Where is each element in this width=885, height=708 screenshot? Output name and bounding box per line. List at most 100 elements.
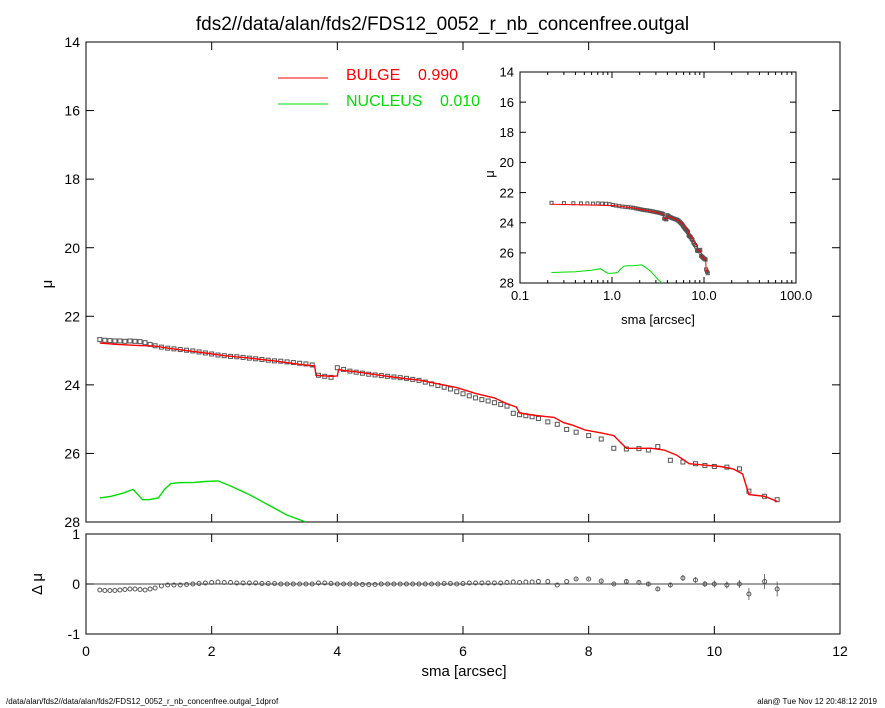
inset-x-tick-label: 0.1 [511,288,529,303]
residual-point [598,578,604,584]
residual-point [122,587,128,592]
residual-point [259,581,265,586]
residual-point [416,581,422,587]
residual-panel: 0 2 4 6 8 10 12-101 [68,526,848,659]
residual-point [284,581,290,587]
legend-bulge-value: 0.990 [418,67,458,84]
residual-point [221,580,227,585]
residual-point [422,581,428,587]
residual-point [228,580,234,585]
residual-point [177,582,183,588]
residual-point [102,588,108,593]
residual-point [564,579,570,584]
data-point [573,429,579,435]
data-point [303,361,309,367]
inset-data-point [595,201,600,206]
residual-point [680,575,686,581]
residual-point [117,587,123,593]
page-title: fds2//data/alan/fds2/FDS12_0052_r_nb_con… [195,14,690,35]
residual-point [265,581,271,586]
data-point [510,410,516,416]
main-y-tick-label: 14 [64,34,80,50]
residual-point [165,582,171,588]
data-point [429,381,435,387]
main-y-tick-label: 18 [64,171,80,187]
main-y-tick-label: 28 [64,514,80,530]
legend: BULGE 0.990 NUCLEUS 0.010 [278,67,480,110]
residual-point [196,581,202,586]
inset-x-tick-label: 1.0 [603,288,621,303]
residual-point [485,580,491,586]
residual-point [215,579,221,585]
residual-point [372,582,378,587]
residual-point [473,580,479,586]
resid-y-tick-label: -1 [68,626,81,642]
data-point [586,433,592,439]
data-point [460,391,466,397]
data-point [132,338,138,344]
residual-point [724,582,730,588]
resid-y-tick-label: 0 [72,576,80,592]
resid-x-tick-label: 8 [585,643,593,659]
residual-point [137,587,143,592]
residual-point [171,582,177,588]
resid-x-tick-label: 4 [333,643,341,659]
residual-point [184,582,190,587]
resid-x-tick-label: 6 [459,643,467,659]
data-point [736,466,742,472]
residual-point [97,587,103,593]
residual-point [746,591,752,597]
inset-series-line-bulge [551,203,709,275]
residual-point [491,580,497,586]
main-y-tick-label: 26 [64,445,80,461]
residual-point [309,581,315,587]
data-point [102,337,108,343]
inset-data-point [702,256,707,261]
data-point [122,338,128,344]
legend-bulge-label: BULGE [346,67,400,84]
resid-y-axis-label: Δ μ [29,573,46,595]
residual-point [142,587,148,593]
inset-y-tick-label: 18 [500,125,514,140]
resid-x-tick-label: 2 [208,643,216,659]
data-point [107,338,113,344]
inset-x-tick-label: 100.0 [780,288,813,303]
residual-point [535,579,541,584]
residual-point [655,586,661,592]
data-point [535,415,541,421]
residual-point [272,581,277,586]
data-point [127,338,133,344]
residual-point [147,586,153,592]
residual-point [510,579,516,585]
inset-series-line-nucleus [551,264,663,283]
inset-y-tick-label: 16 [500,95,514,110]
resid-x-tick-label: 12 [832,643,848,659]
residual-point [209,580,215,585]
residual-point [190,581,196,587]
data-point [545,419,551,425]
residual-point [107,588,113,593]
residual-point [253,580,259,586]
residual-point [246,580,252,586]
residual-point [278,581,284,587]
resid-x-tick-label: 10 [707,643,723,659]
resid-x-axis-label: sma [arcsec] [421,663,506,680]
residual-point [611,581,617,587]
main-y-tick-label: 22 [64,308,80,324]
residual-point [554,582,560,588]
residual-point [545,579,551,584]
residual-point [586,576,592,582]
residual-point [353,581,359,587]
residual-point [132,586,138,592]
main-y-tick-label: 20 [64,240,80,256]
residual-point [366,582,372,587]
residual-point [391,581,397,587]
data-point [564,426,570,432]
inset-y-axis-label: μ [482,170,497,178]
inset-y-tick-label: 28 [500,276,514,291]
residual-point [667,582,673,588]
data-point [473,395,479,401]
residual-point [403,581,409,587]
residual-point [410,581,416,587]
